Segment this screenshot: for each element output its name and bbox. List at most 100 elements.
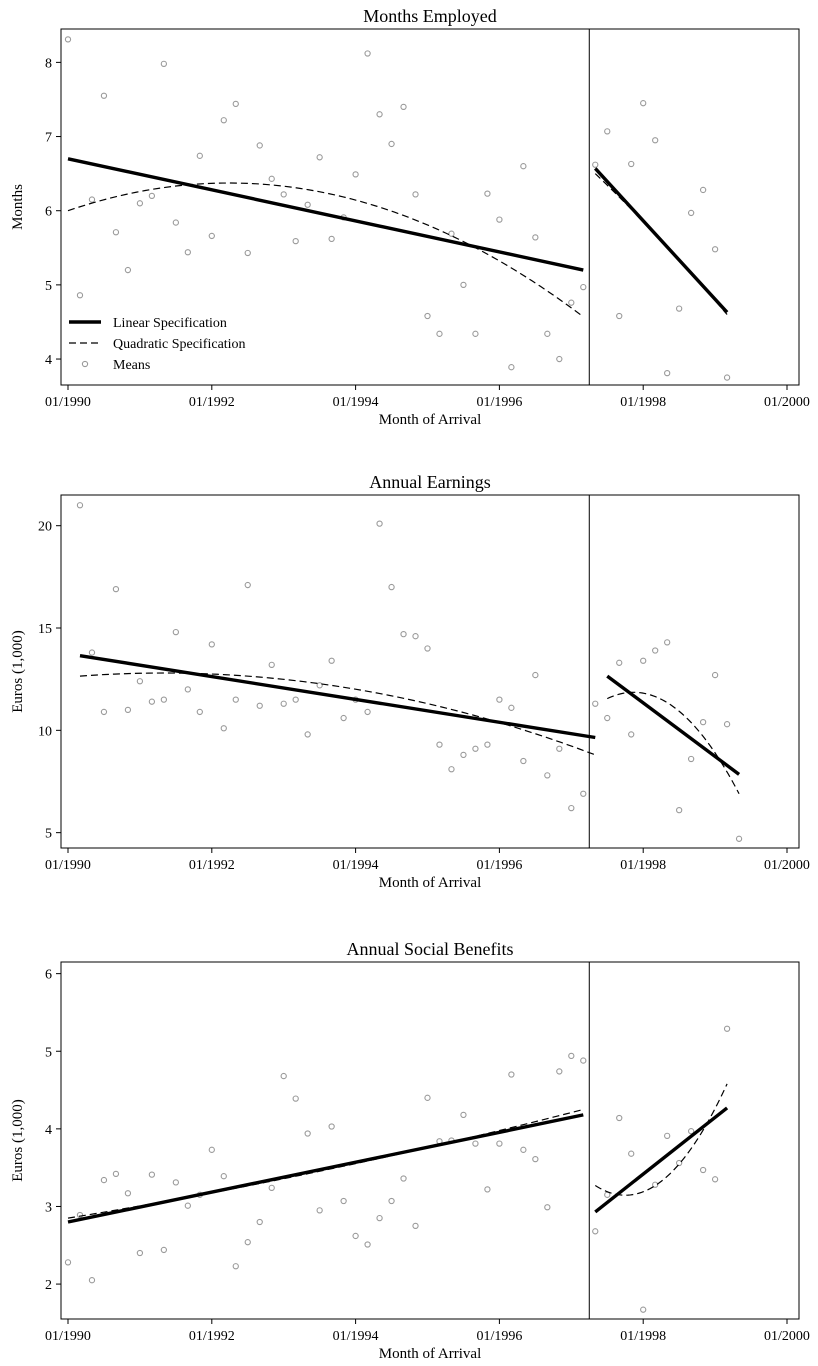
mean-point [268,661,275,668]
y-axis-title: Euros (1,000) [10,630,26,713]
mean-point [532,671,539,679]
mean-point [723,721,731,728]
x-tick-label: 01/2000 [764,395,810,410]
mean-point [304,1130,311,1137]
x-tick-label: 01/1994 [333,858,379,873]
x-tick-label: 01/2000 [764,858,810,873]
mean-point [268,175,275,182]
mean-point [400,1175,407,1182]
mean-point [88,649,96,656]
mean-point [160,1246,168,1254]
mean-point [628,160,635,168]
mean-point [124,266,132,274]
x-tick-label: 01/1990 [45,395,91,410]
mean-point [556,355,563,363]
mean-point [580,283,587,291]
x-axis-title: Month of Arrival [379,875,482,891]
mean-point [268,1184,275,1191]
mean-point [352,171,359,178]
mean-point [544,772,551,779]
mean-point [664,1132,671,1139]
mean-point [652,1181,659,1188]
mean-point [592,1228,599,1235]
mean-point [568,1052,575,1060]
mean-point [676,1159,683,1167]
mean-point [76,502,84,509]
mean-point [292,237,299,245]
mean-point [376,1214,383,1222]
linear-fit-post [594,167,729,314]
x-tick-label: 01/1992 [189,858,235,873]
mean-point [208,232,215,240]
y-tick-label: 4 [45,1123,52,1138]
mean-point [496,696,503,703]
y-tick-label: 10 [38,724,52,739]
x-tick-label: 01/1992 [189,1329,235,1344]
mean-point [328,235,335,243]
y-tick-label: 5 [45,1045,52,1060]
mean-point [340,714,347,722]
mean-point [616,659,623,666]
legend-item-label: Quadratic Specification [113,337,246,352]
mean-point [64,36,72,43]
mean-point [196,708,203,716]
mean-point [652,137,659,144]
mean-point [136,200,144,207]
mean-point [352,1232,359,1240]
mean-point [448,766,455,773]
y-tick-label: 6 [45,968,52,983]
mean-point [136,678,144,685]
mean-point [172,628,179,636]
mean-point [100,708,108,716]
y-tick-label: 3 [45,1200,52,1215]
mean-point [508,704,515,711]
mean-point [556,745,563,752]
linear-fit-pre [67,1113,584,1224]
x-tick-label: 01/1990 [45,1329,91,1344]
mean-point [687,755,695,763]
mean-point [304,201,311,208]
mean-point [472,1140,479,1147]
mean-point [388,140,395,148]
mean-point [628,1150,635,1157]
mean-point [280,700,287,707]
mean-point [76,292,84,299]
mean-point [64,1259,72,1266]
mean-point [711,1176,719,1183]
linear-fit-post [594,1106,729,1214]
panel-1: Months Employed 01/1990 01/1992 01/1994 01/1… [10,6,810,428]
mean-point [676,305,683,312]
y-tick-label: 4 [45,353,52,368]
mean-point [616,312,623,320]
x-tick-label: 01/2000 [764,1329,810,1344]
mean-point [652,647,659,654]
y-tick-label: 2 [45,1278,52,1293]
mean-point [676,806,683,814]
mean-point [711,671,719,679]
mean-point [604,714,611,722]
mean-point [208,641,215,648]
mean-point [388,583,395,591]
y-tick-label: 7 [45,131,52,146]
mean-point [172,219,179,226]
x-tick-label: 01/1992 [189,395,235,410]
panel-2: Annual Earnings 01/1990 01/1992 01/1994 01/1… [10,472,810,891]
mean-point [687,209,695,217]
mean-point [640,657,647,664]
mean-point [304,731,311,738]
chart-title: Months Employed [363,6,497,26]
mean-point [316,1207,323,1214]
mean-point [484,741,491,748]
mean-point [196,152,203,159]
mean-point [723,374,731,381]
mean-point [148,1171,156,1178]
mean-point [687,1128,695,1135]
linear-fit-pre [67,157,584,272]
mean-point [364,1241,371,1248]
mean-point [160,60,168,68]
mean-point [256,142,263,149]
mean-point [699,1166,707,1174]
plot-frame [60,961,800,1320]
mean-point [184,249,191,256]
mean-point [472,745,479,752]
